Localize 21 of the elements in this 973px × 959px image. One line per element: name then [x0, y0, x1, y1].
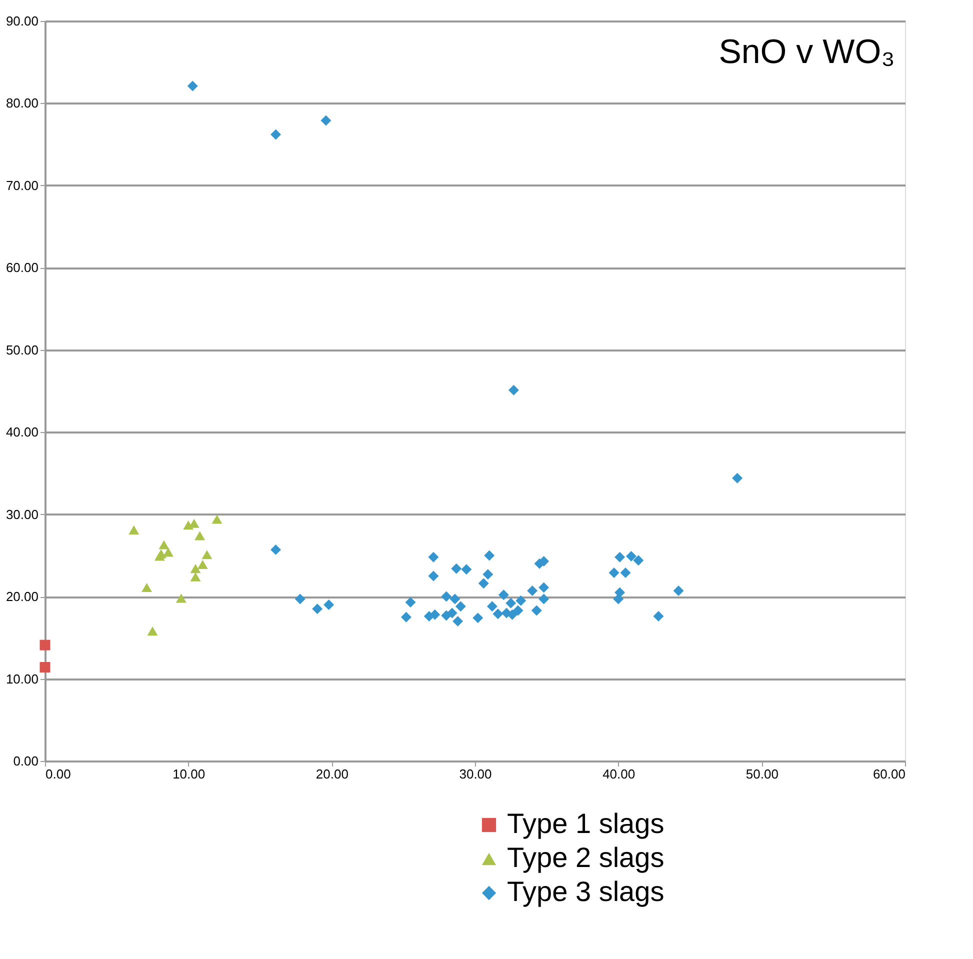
x-tick-label: 50.00	[746, 766, 778, 782]
y-tick-label: 80.00	[6, 96, 38, 111]
y-tick-label: 90.00	[6, 14, 38, 28]
legend-label: Type 2 slags	[507, 842, 664, 873]
x-tick-label: 60.00	[872, 766, 906, 782]
x-tick-label: 30.00	[459, 766, 492, 782]
x-tick-label: 0.00	[46, 766, 71, 782]
y-tick-label: 50.00	[6, 342, 38, 358]
x-tick-label: 20.00	[316, 766, 348, 782]
y-tick-label: 70.00	[6, 178, 38, 193]
legend-label: Type 1 slags	[507, 808, 664, 839]
x-tick-label: 10.00	[172, 766, 206, 782]
y-tick-label: 20.00	[6, 589, 38, 604]
y-tick-label: 40.00	[6, 424, 38, 440]
y-tick-label: 10.00	[6, 671, 38, 686]
legend-label: Type 3 slags	[507, 876, 664, 907]
chart-title: SnO v WO₃	[718, 33, 895, 71]
y-tick-label: 0.00	[13, 754, 38, 768]
y-tick-label: 30.00	[6, 506, 38, 522]
y-tick-label: 60.00	[6, 260, 38, 276]
x-tick-label: 40.00	[602, 766, 636, 782]
